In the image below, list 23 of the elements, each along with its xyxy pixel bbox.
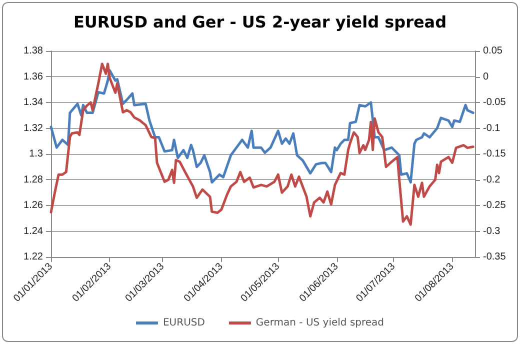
y-tick-label: 1.34	[24, 97, 44, 108]
line-series	[50, 62, 474, 226]
y-tick-label: 1.26	[24, 200, 44, 211]
y-tick-label: 1.32	[24, 122, 44, 134]
y2-tick-label: -0.25	[483, 200, 506, 211]
y2-tick-label: 0	[483, 71, 489, 82]
y2-tick-label: -0.05	[483, 97, 506, 108]
y-tick-label: 1.28	[24, 174, 44, 186]
y2-tick-label: -0.3	[483, 226, 501, 237]
y2-tick-label: -0.1	[483, 122, 501, 134]
y2-tick-label: 0.05	[483, 46, 503, 56]
y-tick-label: 1.36	[24, 71, 44, 82]
y-tick-label: 1.38	[24, 46, 44, 56]
line-series	[50, 69, 474, 184]
y-tick-label: 1.3	[29, 148, 44, 160]
y-tick-label: 1.22	[24, 252, 44, 262]
y2-tick-label: -0.15	[483, 148, 506, 160]
y-tick-label: 1.24	[24, 226, 44, 237]
y2-tick-label: -0.2	[483, 174, 501, 186]
chart-title: EURUSD and Ger - US 2-year yield spread	[73, 12, 447, 32]
legend-label: EURUSD	[162, 318, 206, 328]
y2-tick-label: -0.35	[483, 252, 506, 262]
legend-label: German - US yield spread	[256, 318, 384, 328]
